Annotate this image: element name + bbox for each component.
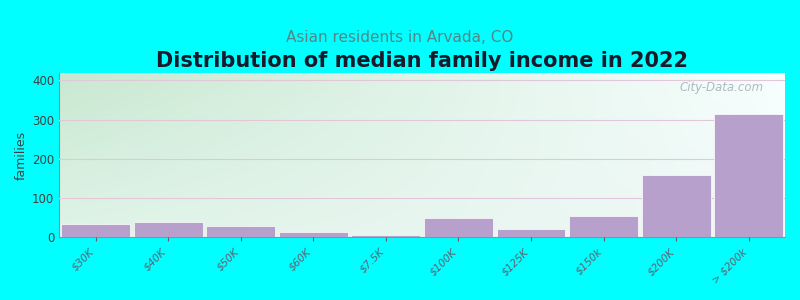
Bar <box>134 222 202 237</box>
Bar <box>424 218 493 237</box>
Bar <box>61 224 130 237</box>
Bar <box>642 175 710 237</box>
Text: Asian residents in Arvada, CO: Asian residents in Arvada, CO <box>286 30 514 45</box>
Bar <box>714 114 783 237</box>
Bar <box>351 236 420 237</box>
Title: Distribution of median family income in 2022: Distribution of median family income in … <box>156 51 688 71</box>
Bar <box>279 232 348 237</box>
Bar <box>206 226 275 237</box>
Bar <box>497 229 566 237</box>
Y-axis label: families: families <box>15 130 28 180</box>
Text: City-Data.com: City-Data.com <box>679 81 763 94</box>
Bar <box>569 216 638 237</box>
